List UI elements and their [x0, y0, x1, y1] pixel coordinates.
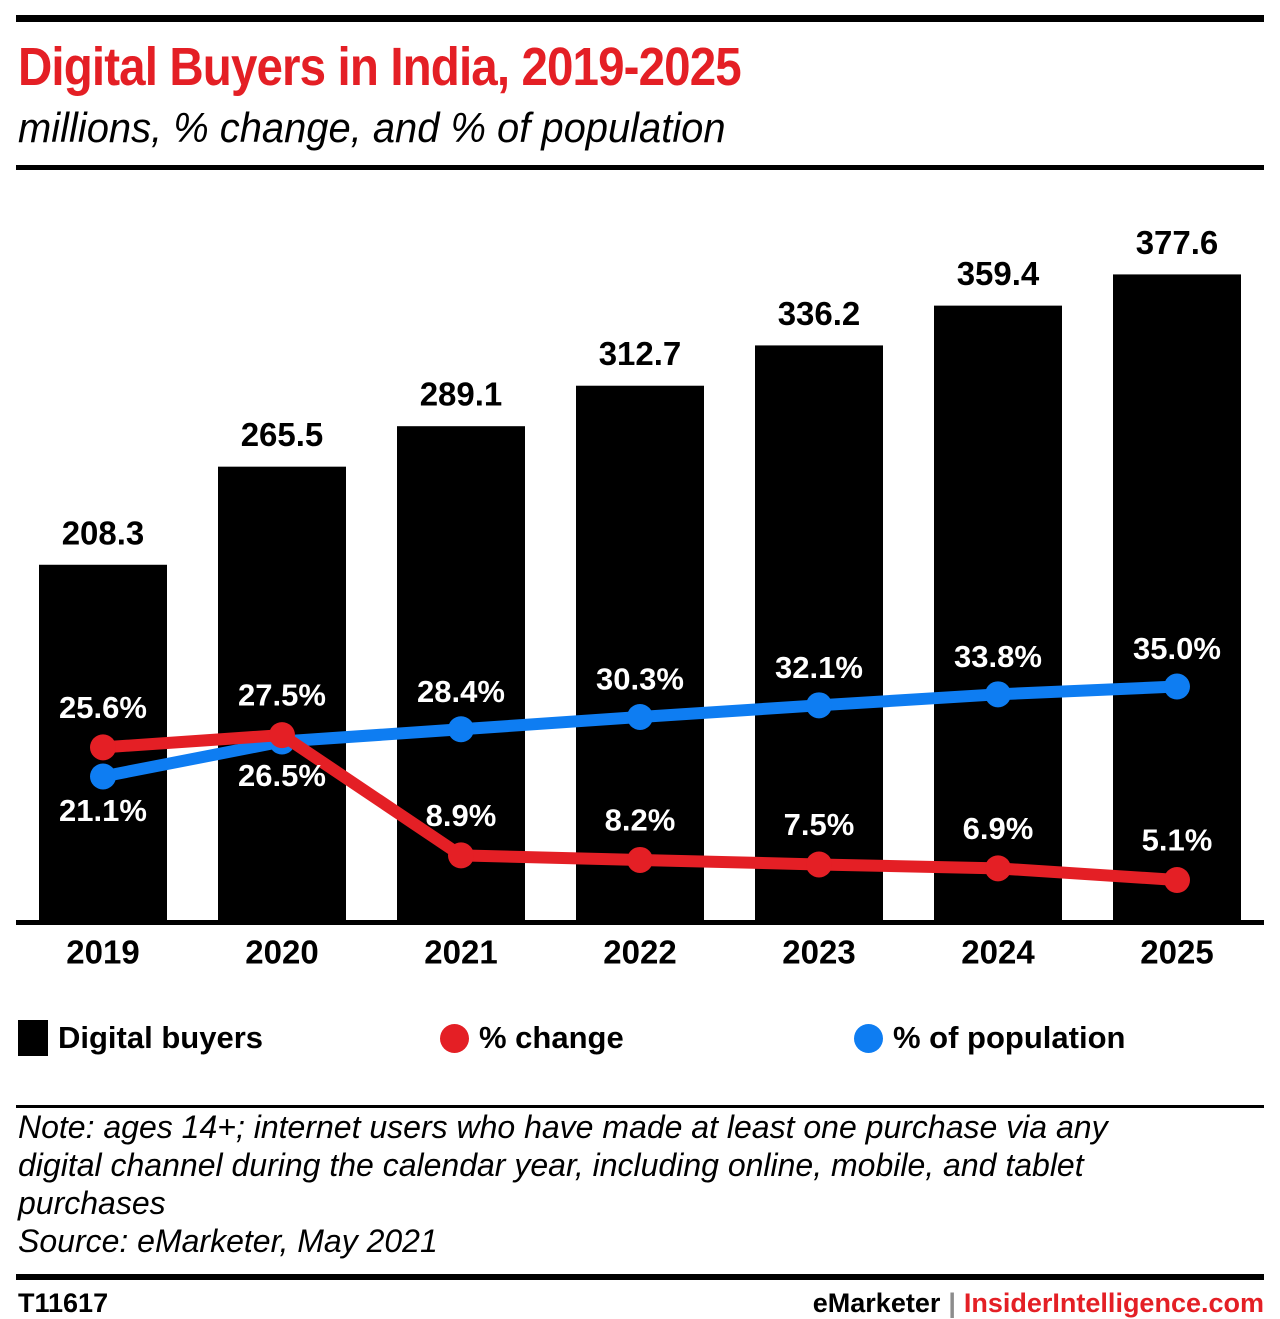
- pct-change-label-2024: 6.9%: [963, 811, 1034, 846]
- bar-value-label-2023: 336.2: [778, 295, 861, 332]
- bar-value-label-2019: 208.3: [62, 514, 145, 551]
- bar-value-label-2025: 377.6: [1136, 224, 1219, 261]
- note-block: Note: ages 14+; internet users who have …: [18, 1108, 1108, 1260]
- pct-change-label-2025: 5.1%: [1142, 823, 1213, 858]
- source-line: Source: eMarketer, May 2021: [18, 1223, 438, 1259]
- footer-brand: eMarketer: [812, 1288, 941, 1318]
- pct-of-population-label-2022: 30.3%: [596, 661, 684, 696]
- bar-2020: [218, 466, 346, 922]
- footer-rule: [16, 1274, 1264, 1280]
- chart-title: Digital Buyers in India, 2019-2025: [18, 37, 742, 97]
- pct-change-label-2020: 27.5%: [238, 678, 326, 713]
- pct-of-population-dot-2023: [806, 692, 832, 719]
- note-line: Note: ages 14+; internet users who have …: [18, 1109, 1108, 1145]
- x-axis-label-2025: 2025: [1140, 934, 1213, 971]
- bar-value-label-2021: 289.1: [420, 376, 503, 413]
- pct-of-population-label-2023: 32.1%: [775, 650, 863, 685]
- pct-of-population-dot-2021: [448, 716, 474, 743]
- footer-separator: |: [948, 1288, 956, 1318]
- pct-of-population-label-2021: 28.4%: [417, 674, 505, 709]
- legend-item-pct-population: % of population: [854, 1019, 1125, 1057]
- pct-change-swatch-icon: [440, 1023, 469, 1053]
- legend-item-pct-change: % change: [440, 1019, 624, 1057]
- pct-change-dot-2023: [806, 851, 832, 878]
- x-axis-label-2019: 2019: [66, 934, 139, 971]
- pct-change-label-2023: 7.5%: [784, 807, 855, 842]
- digital-buyers-swatch-icon: [18, 1020, 48, 1056]
- bar-2025: [1113, 274, 1241, 922]
- x-axis-label-2021: 2021: [424, 934, 497, 971]
- pct-population-swatch-icon: [854, 1023, 883, 1053]
- pct-change-dot-2025: [1164, 867, 1190, 894]
- top-band-rule: [16, 15, 1264, 22]
- x-axis-label-2022: 2022: [603, 934, 676, 971]
- bar-value-label-2020: 265.5: [241, 416, 324, 453]
- pct-of-population-label-2024: 33.8%: [954, 639, 1042, 674]
- pct-of-population-dot-2022: [627, 703, 653, 730]
- bar-2022: [576, 385, 704, 923]
- pct-change-label-2021: 8.9%: [426, 798, 497, 833]
- pct-of-population-label-2020: 26.5%: [238, 758, 326, 793]
- x-axis-label-2023: 2023: [782, 934, 855, 971]
- header-rule: [16, 165, 1264, 170]
- pct-change-dot-2021: [448, 842, 474, 869]
- pct-change-label-2019: 25.6%: [59, 690, 147, 725]
- chart-subtitle: millions, % change, and % of population: [18, 104, 726, 151]
- pct-of-population-dot-2019: [90, 763, 116, 790]
- x-axis-label-2020: 2020: [245, 934, 318, 971]
- note-line: digital channel during the calendar year…: [18, 1147, 1084, 1183]
- pct-change-dot-2019: [90, 734, 116, 761]
- pct-of-population-label-2025: 35.0%: [1133, 631, 1221, 666]
- footer-site-link: InsiderIntelligence.com: [963, 1288, 1264, 1318]
- bar-2023: [755, 345, 883, 922]
- footer-brandline: eMarketer | InsiderIntelligence.com: [813, 1288, 1264, 1319]
- chart-canvas: 2019 2020 2021 2022 2023 2024 2025 208.3 265.5 28…: [16, 224, 1264, 971]
- pct-change-dot-2024: [985, 855, 1011, 882]
- bar-value-label-2024: 359.4: [957, 255, 1040, 292]
- bar-value-label-2022: 312.7: [599, 335, 682, 372]
- pct-of-population-label-2019: 21.1%: [59, 793, 147, 828]
- pct-change-dot-2022: [627, 846, 653, 873]
- legend-item-digital-buyers: Digital buyers: [18, 1019, 263, 1057]
- pct-change-label-2022: 8.2%: [605, 802, 676, 837]
- note-line: purchases: [18, 1185, 166, 1221]
- x-axis-label-2024: 2024: [961, 934, 1035, 971]
- legend-label-pct-change: % change: [479, 1020, 624, 1055]
- pct-of-population-dot-2025: [1164, 673, 1190, 700]
- legend-label-digital-buyers: Digital buyers: [58, 1020, 263, 1055]
- x-axis-line: [16, 920, 1264, 925]
- legend-label-pct-population: % of population: [893, 1020, 1126, 1055]
- bar-2021: [397, 426, 525, 922]
- pct-of-population-dot-2024: [985, 681, 1011, 708]
- bar-2024: [934, 305, 1062, 922]
- chart-id: T11617: [18, 1288, 109, 1318]
- pct-change-dot-2020: [269, 722, 295, 749]
- note-rule: [16, 1105, 1264, 1108]
